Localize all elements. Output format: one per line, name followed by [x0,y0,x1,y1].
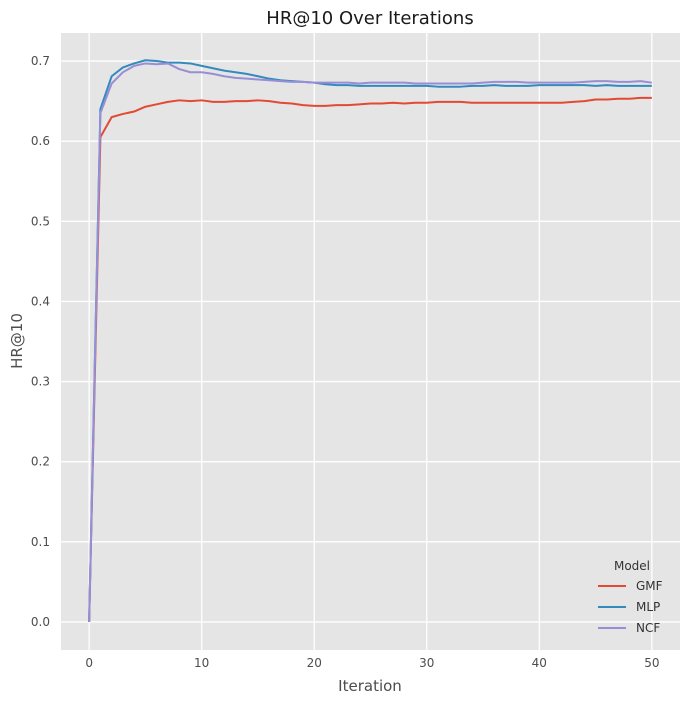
y-tick-label: 0.2 [31,455,50,469]
legend-title: Model [614,559,650,573]
y-tick-label: 0.7 [31,54,50,68]
y-tick-label: 0.4 [31,294,50,308]
grid [61,33,680,650]
x-tick-label: 20 [307,656,322,670]
legend: Model GMF MLP NCF [598,559,663,635]
y-tick-label: 0.6 [31,134,50,148]
x-axis-label: Iteration [338,677,402,695]
series-line-ncf [88,62,653,622]
y-axis-label: HR@10 [8,313,26,369]
series-line-mlp [88,59,652,622]
plot-background [61,33,680,650]
x-tick-label: 0 [85,656,93,670]
x-tick-label: 50 [644,656,659,670]
y-tick-label: 0.1 [31,535,50,549]
series-line-gmf [88,96,652,622]
x-tick-labels: 0 10 20 30 40 50 [85,656,659,670]
series-lines [88,59,653,622]
y-tick-label: 0.3 [31,375,50,389]
chart-title: HR@10 Over Iterations [266,8,473,29]
x-tick-label: 30 [419,656,434,670]
legend-label-gmf: GMF [636,579,663,593]
x-tick-label: 10 [194,656,209,670]
x-tick-label: 40 [532,656,547,670]
legend-label-mlp: MLP [636,600,660,614]
y-tick-label: 0.5 [31,214,50,228]
y-tick-labels: 0.0 0.1 0.2 0.3 0.4 0.5 0.6 0.7 [31,54,50,629]
y-tick-label: 0.0 [31,615,50,629]
legend-label-ncf: NCF [636,621,660,635]
